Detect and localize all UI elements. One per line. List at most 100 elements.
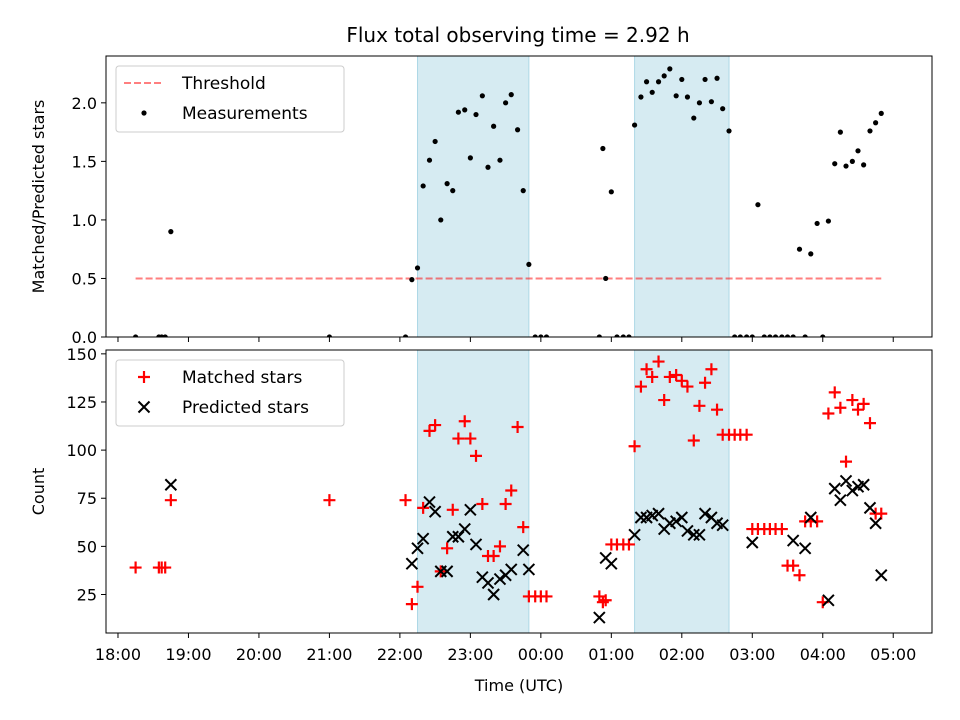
matched-star-point <box>663 370 676 383</box>
matched-star-point <box>863 417 876 430</box>
predicted-star-point <box>869 517 882 530</box>
measurement-point <box>702 76 708 83</box>
matched-star-point <box>793 569 806 582</box>
matched-star-point <box>129 561 142 574</box>
measurement-point <box>162 334 168 337</box>
legend: Matched stars Predicted stars <box>115 359 345 427</box>
y-axis-label: Count <box>29 468 48 516</box>
axes-frame <box>105 349 933 634</box>
measurement-point <box>473 111 479 118</box>
matched-star-point <box>687 434 700 447</box>
matched-star-point <box>851 403 864 416</box>
measurement-point <box>667 66 673 72</box>
matched-star-point <box>323 494 336 507</box>
predicted-star-point <box>517 544 530 557</box>
predicted-star-point <box>857 478 870 491</box>
measurement-point <box>790 334 796 337</box>
x-tick-label: 18:00 <box>95 645 141 664</box>
measurement-point <box>843 163 849 169</box>
measurement-point <box>849 158 855 164</box>
matched-star-point <box>875 507 888 520</box>
predicted-star-point <box>481 576 495 590</box>
matched-star-point <box>517 521 530 534</box>
measurement-point <box>679 76 685 83</box>
matched-star-point <box>411 580 424 593</box>
predicted-star-point <box>428 505 442 518</box>
matched-star-point <box>652 355 665 368</box>
y-tick-label: 125 <box>66 393 97 412</box>
measurement-point <box>643 79 650 85</box>
y-tick-label: 50 <box>77 537 97 556</box>
predicted-star-point <box>687 528 700 542</box>
matched-star-point <box>540 590 553 603</box>
measurement-point <box>596 334 602 337</box>
x-axis-label: Time (UTC) <box>474 676 563 695</box>
legend: Threshold Measurements <box>115 65 345 133</box>
y-tick-label: 75 <box>77 489 97 508</box>
predicted-star-point <box>675 511 689 524</box>
y-tick-label: 100 <box>66 441 97 460</box>
measurement-point <box>784 334 791 337</box>
predicted-star-point <box>423 495 436 509</box>
predicted-star-point <box>698 507 712 520</box>
measurement-point <box>532 334 538 337</box>
matched-star-point <box>487 549 500 562</box>
x-tick-label: 02:00 <box>659 645 705 664</box>
predicted-star-point <box>828 482 841 495</box>
measurement-point <box>402 334 409 337</box>
predicted-star-point <box>164 478 178 491</box>
matched-star-point <box>429 419 442 432</box>
predicted-star-point <box>834 493 847 507</box>
matched-star-point <box>622 538 635 551</box>
y-tick-label: 1.0 <box>72 211 97 230</box>
matched-star-point <box>822 407 835 420</box>
predicted-star-point <box>863 501 877 515</box>
predicted-star-point <box>487 588 500 601</box>
y-tick-label: 150 <box>66 345 97 364</box>
x-tick-label: 05:00 <box>870 645 916 664</box>
measurement-point <box>508 92 514 98</box>
matched-star-point <box>740 428 753 441</box>
matched-star-point <box>787 559 800 572</box>
predicted-star-point <box>681 524 694 538</box>
matched-star-point <box>658 394 671 407</box>
matched-star-point <box>599 594 612 607</box>
y-tick-label: 0.0 <box>72 328 97 347</box>
plot-area <box>133 56 884 337</box>
matched-star-point <box>670 369 683 382</box>
matched-star-point <box>511 421 524 434</box>
measurement-point <box>820 334 826 337</box>
matched-star-point <box>811 515 824 528</box>
measurement-point <box>720 106 726 112</box>
measurement-point <box>832 161 838 167</box>
predicted-star-point <box>458 522 471 536</box>
measurement-point <box>772 334 779 337</box>
measurement-point <box>450 188 456 194</box>
matched-star-point <box>452 432 465 445</box>
predicted-star-point <box>469 538 483 551</box>
matched-star-point <box>464 432 477 445</box>
matched-star-point <box>399 494 412 507</box>
y-tick-label: 2.0 <box>72 94 97 113</box>
predicted-star-point <box>593 611 606 624</box>
predicted-star-point <box>875 569 888 582</box>
measurement-point <box>168 229 174 235</box>
y-tick-label: 1.5 <box>72 152 97 171</box>
legend-predicted-swatch <box>137 400 151 414</box>
legend-label: Matched stars <box>182 368 302 388</box>
matched-star-point <box>840 455 853 468</box>
matched-star-point <box>634 380 647 393</box>
measurement-point <box>614 334 620 337</box>
predicted-star-point <box>786 534 800 547</box>
chart-title: Flux total observing time = 2.92 h <box>346 23 689 47</box>
predicted-star-point <box>440 565 454 578</box>
series-matched-stars <box>129 355 888 611</box>
measurement-point <box>426 157 433 163</box>
matched-star-point <box>857 397 870 410</box>
measurement-point <box>600 145 606 152</box>
measurement-point <box>432 138 438 145</box>
measurement-point <box>414 265 421 271</box>
matched-star-point <box>505 484 518 497</box>
legend-frame <box>115 65 345 133</box>
